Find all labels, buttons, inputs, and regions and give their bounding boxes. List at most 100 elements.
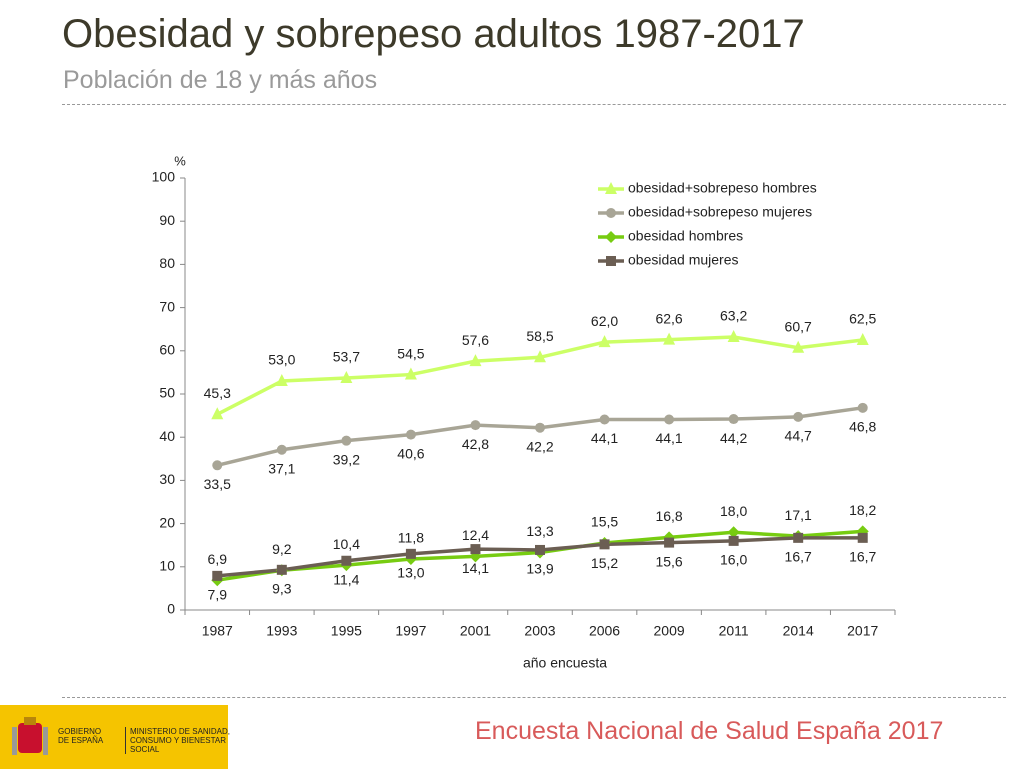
- data-label: 13,3: [526, 523, 553, 539]
- data-label: 15,6: [655, 553, 682, 569]
- marker: [793, 532, 804, 543]
- x-tick-label: 1987: [202, 623, 233, 639]
- marker: [857, 532, 868, 543]
- x-tick-label: 2014: [783, 623, 814, 639]
- marker: [340, 371, 353, 384]
- footer: Encuesta Nacional de Salud España 2017: [475, 717, 944, 745]
- data-label: 60,7: [785, 318, 812, 334]
- data-label: 33,5: [204, 476, 231, 492]
- data-label: 63,2: [720, 308, 747, 324]
- x-axis-label: año encuesta: [523, 655, 607, 671]
- data-label: 39,2: [333, 451, 360, 467]
- marker: [857, 402, 868, 413]
- slide-subtitle: Población de 18 y más años: [63, 66, 378, 94]
- marker: [534, 350, 546, 363]
- x-tick-label: 1995: [331, 623, 362, 639]
- x-tick-label: 2009: [654, 623, 685, 639]
- marker: [598, 335, 611, 348]
- data-label: 58,5: [526, 328, 553, 344]
- marker: [606, 256, 616, 266]
- data-label: 53,0: [268, 352, 295, 368]
- data-label: 13,0: [397, 565, 424, 581]
- y-tick-label: 40: [159, 428, 175, 444]
- x-tick-label: 2006: [589, 623, 620, 639]
- logo: GOBIERNO DE ESPAÑA MINISTERIO DE SANIDAD…: [0, 705, 230, 769]
- data-label: 9,3: [272, 581, 292, 597]
- data-label: 44,2: [720, 430, 747, 446]
- series-line: [216, 406, 863, 467]
- marker: [599, 539, 610, 550]
- marker: [663, 332, 676, 345]
- data-label: 15,5: [591, 514, 618, 530]
- marker: [275, 374, 288, 387]
- x-tick-label: 2011: [719, 623, 749, 639]
- data-label: 62,0: [591, 313, 618, 329]
- data-label: 44,1: [591, 430, 618, 446]
- marker: [276, 564, 287, 575]
- data-label: 44,7: [785, 428, 812, 444]
- marker: [664, 537, 675, 548]
- data-label: 46,8: [849, 419, 876, 435]
- marker: [405, 429, 416, 440]
- x-tick-label: 2001: [460, 623, 491, 639]
- marker: [211, 407, 224, 420]
- data-label: 15,2: [591, 555, 618, 571]
- series-line: [216, 335, 863, 416]
- marker: [535, 544, 545, 555]
- data-label: 7,9: [208, 587, 228, 603]
- marker: [728, 414, 739, 425]
- data-label: 54,5: [397, 345, 424, 361]
- data-label: 16,7: [785, 549, 812, 565]
- marker: [404, 367, 417, 380]
- marker: [469, 354, 482, 367]
- data-label: 53,7: [333, 349, 360, 365]
- marker: [727, 329, 740, 342]
- marker: [727, 526, 740, 539]
- data-label: 11,4: [333, 571, 359, 587]
- data-label: 17,1: [785, 507, 812, 523]
- legend-label: obesidad+sobrepeso hombres: [628, 180, 817, 196]
- y-tick-label: 20: [159, 514, 175, 530]
- marker: [664, 414, 675, 425]
- y-tick-label: 100: [152, 169, 176, 185]
- data-label: 14,1: [462, 560, 489, 576]
- data-label: 40,6: [397, 445, 424, 461]
- y-tick-label: 50: [159, 385, 175, 401]
- marker: [212, 460, 223, 471]
- separator: [62, 697, 1006, 698]
- x-tick-label: 1993: [266, 623, 297, 639]
- y-tick-label: 90: [159, 212, 175, 228]
- marker: [792, 340, 805, 353]
- data-label: 16,0: [720, 552, 747, 568]
- government-name: GOBIERNO DE ESPAÑA: [58, 727, 104, 745]
- data-label: 16,8: [655, 508, 682, 524]
- y-tick-label: 0: [167, 601, 175, 617]
- data-label: 6,9: [208, 551, 228, 567]
- data-label: 12,4: [462, 527, 489, 543]
- ministry-name: MINISTERIO DE SANIDAD, CONSUMO Y BIENEST…: [125, 727, 230, 754]
- x-tick-label: 2017: [847, 623, 878, 639]
- x-tick-label: 2003: [524, 623, 555, 639]
- data-label: 18,2: [849, 502, 876, 518]
- marker: [535, 422, 545, 433]
- data-label: 10,4: [333, 536, 360, 552]
- data-label: 62,5: [849, 311, 876, 327]
- data-label: 11,8: [398, 530, 424, 546]
- data-label: 16,7: [849, 549, 876, 565]
- marker: [856, 333, 869, 345]
- marker: [341, 435, 352, 446]
- y-tick-label: 80: [159, 255, 175, 271]
- legend-label: obesidad hombres: [628, 228, 743, 244]
- y-tick-label: 10: [159, 558, 175, 574]
- data-label: 42,2: [526, 438, 553, 454]
- data-label: 62,6: [655, 310, 682, 326]
- marker: [341, 555, 352, 566]
- data-label: 13,9: [526, 561, 553, 577]
- marker: [212, 570, 223, 581]
- y-tick-label: 30: [159, 471, 175, 487]
- y-tick-label: 70: [159, 298, 175, 314]
- legend-label: obesidad+sobrepeso mujeres: [628, 204, 812, 220]
- coat-of-arms: [12, 717, 48, 755]
- data-label: 42,8: [462, 436, 489, 452]
